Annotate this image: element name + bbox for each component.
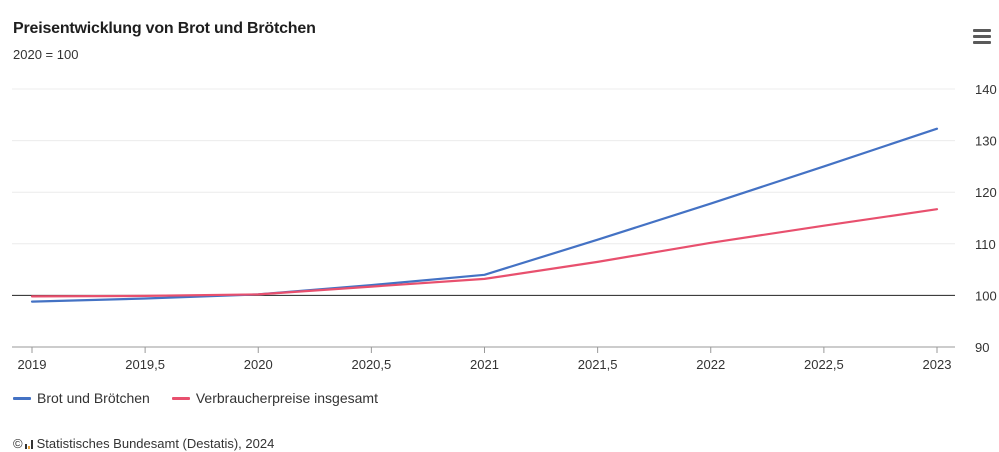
x-tick-label: 2021,5 xyxy=(578,357,618,372)
x-tick-label: 2020,5 xyxy=(351,357,391,372)
copyright-symbol: © xyxy=(13,436,23,451)
line-chart: 90 100 110 120 130 140 2019 2019,5 2020 2020,5 202… xyxy=(12,82,997,372)
x-tick-label: 2022 xyxy=(696,357,725,372)
y-tick-label: 90 xyxy=(975,340,989,355)
chart-title: Preisentwicklung von Brot und Brötchen xyxy=(13,20,316,37)
y-tick-label: 110 xyxy=(975,237,996,252)
series-line-brot-und-broetchen xyxy=(30,127,939,303)
x-tick-label: 2020 xyxy=(244,357,273,372)
x-tick-label: 2019,5 xyxy=(125,357,165,372)
y-tick-label: 130 xyxy=(975,134,997,149)
x-tick-label: 2022,5 xyxy=(804,357,844,372)
legend-label-verbraucherpreise: Verbraucherpreise insgesamt xyxy=(195,390,378,406)
x-tick-label: 2021 xyxy=(470,357,499,372)
legend-item-verbraucherpreise[interactable]: Verbraucherpreise insgesamt xyxy=(171,390,378,406)
legend-swatch-verbraucherpreise xyxy=(171,396,190,400)
legend-label-brot: Brot und Brötchen xyxy=(37,390,150,406)
y-tick-label: 140 xyxy=(975,82,997,97)
y-tick-label: 120 xyxy=(975,185,997,200)
credits[interactable]: © Statistisches Bundesamt (Destatis), 20… xyxy=(13,436,274,451)
credits-text: Statistisches Bundesamt (Destatis), 2024 xyxy=(36,436,275,451)
chart-subtitle: 2020 = 100 xyxy=(13,47,79,62)
hamburger-menu-icon[interactable] xyxy=(973,29,991,45)
legend-swatch-brot xyxy=(13,396,31,400)
legend-item-brot[interactable]: Brot und Brötchen xyxy=(13,390,150,406)
series-line-verbraucherpreise xyxy=(30,208,939,298)
y-tick-label: 100 xyxy=(975,288,997,303)
x-tick-label: 2023 xyxy=(923,357,952,372)
chart-legend: Brot und Brötchen Verbraucherpreise insg… xyxy=(13,390,378,406)
destatis-logo-icon xyxy=(24,439,33,449)
x-tick-label: 2019 xyxy=(18,357,47,372)
